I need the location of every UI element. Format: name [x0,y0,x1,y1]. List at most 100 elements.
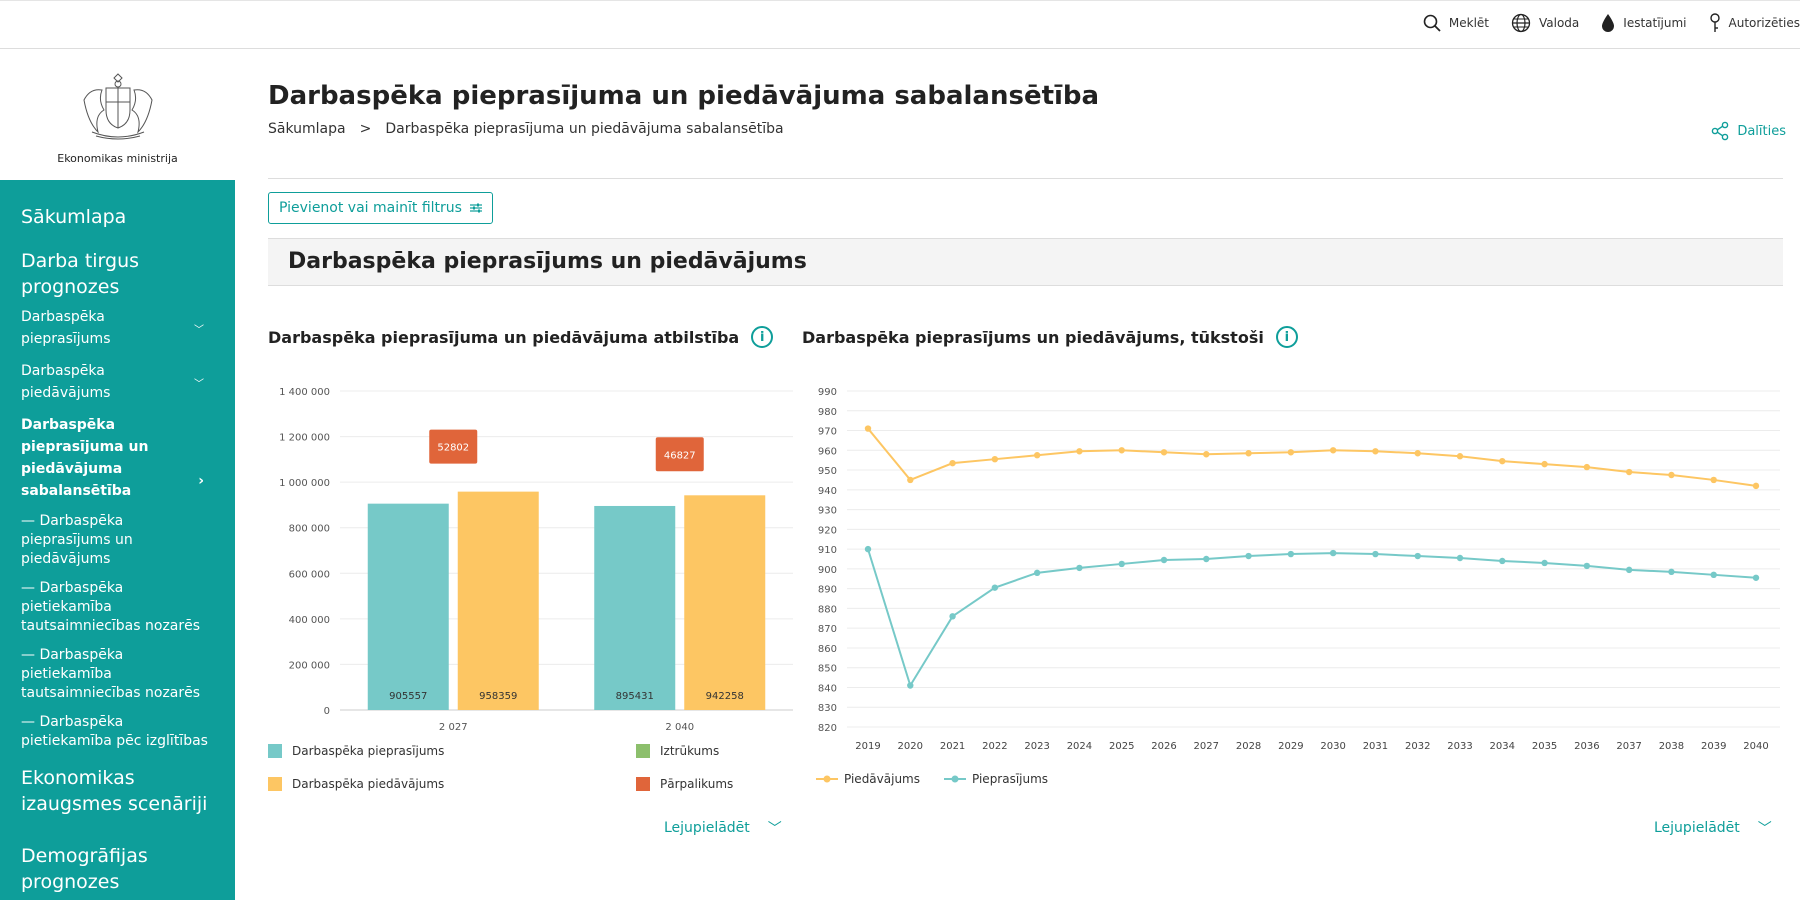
x-tick-label: 2 040 [665,722,694,733]
bar-chart-title: Darbaspēka pieprasījuma un piedāvājuma a… [268,327,740,347]
download-label: Lejupielādēt [664,820,750,836]
chevron-down-icon: ﹀ [194,379,204,390]
y-tick-label: 1 400 000 [279,387,330,398]
legend-item-demand[interactable]: Darbaspēka pieprasījums [268,744,444,758]
top-bar: Meklēt Valoda Iestatījumi Autorizēties [0,0,1800,49]
sidebar-group-labour-forecasts[interactable]: Darba tirgus prognozes [21,250,140,298]
x-tick-label: 2028 [1236,741,1261,752]
data-point [991,584,999,591]
bar-value-label: 942258 [706,691,744,702]
x-tick-label: 2030 [1320,741,1345,752]
y-tick-label: 1 000 000 [279,478,330,489]
bar-value-label: 905557 [389,691,427,702]
legend-item-supply[interactable]: Piedāvājums [816,772,920,786]
data-point [907,476,914,484]
x-tick-label: 2032 [1405,741,1430,752]
series-line [867,548,1757,688]
data-point [1245,450,1252,457]
data-point [1625,566,1633,574]
sidebar-item-home[interactable]: Sākumlapa [21,206,127,228]
sidebar-item-label: Darbaspēka piedāvājums [21,363,111,401]
breadcrumb-separator: > [359,121,372,137]
ministry-logo[interactable]: Ekonomikas ministrija [0,70,235,165]
bar [367,503,449,710]
y-tick-label: 880 [818,604,837,615]
settings-button[interactable]: Iestatījumi [1601,13,1687,33]
share-button[interactable]: Dalīties [1711,121,1786,141]
sidebar-subitem-demand-supply[interactable]: — Darbaspēka pieprasījums un piedāvājums [21,513,133,567]
data-point [1245,552,1252,560]
line-chart-title: Darbaspēka pieprasījums un piedāvājums, … [802,327,1264,347]
y-tick-label: 0 [324,706,330,717]
sidebar-item-demand[interactable]: Darbaspēka pieprasījums ﹀ [21,306,214,350]
y-tick-label: 860 [818,644,837,655]
download-button[interactable]: Lejupielādēt ﹀ [1654,818,1772,838]
y-tick-label: 970 [818,427,837,438]
sidebar-item-supply[interactable]: Darbaspēka piedāvājums ﹀ [21,360,214,404]
data-point [1118,560,1125,568]
x-tick-label: 2031 [1363,741,1388,752]
data-point [1668,568,1675,576]
legend-label: Pārpalikums [660,777,734,791]
chevron-down-icon: ﹀ [194,325,204,336]
legend-item-demand[interactable]: Pieprasījums [944,772,1048,786]
y-tick-label: 600 000 [289,569,330,580]
sidebar-subitem-sector-adequacy-2[interactable]: — Darbaspēka pietiekamība tautsaimniecīb… [21,647,201,701]
sidebar-item-balance[interactable]: Darbaspēka pieprasījuma un piedāvājuma s… [21,414,214,502]
sidebar-group-demographic-forecasts[interactable]: Demogrāfijas prognozes [21,845,148,893]
legend-item-shortage[interactable]: Iztrūkums [636,744,719,758]
globe-icon [1511,13,1531,33]
divider [268,178,1783,179]
data-point [1203,451,1210,458]
sidebar-group-growth-scenarios[interactable]: Ekonomikas izaugsmes scenāriji [21,767,208,815]
x-tick-label: 2024 [1067,741,1092,752]
legend-swatch [636,744,650,758]
surplus-badge [429,429,478,464]
filter-button[interactable]: Pievienot vai mainīt filtrus [268,192,493,224]
data-point [1203,555,1210,563]
x-tick-label: 2039 [1701,741,1726,752]
contrast-drop-icon [1602,14,1615,32]
surplus-label: 46827 [664,450,696,461]
legend-item-supply[interactable]: Darbaspēka piedāvājums [268,777,444,791]
language-button[interactable]: Valoda [1511,13,1579,33]
sidebar-subitem-sector-adequacy-1[interactable]: — Darbaspēka pietiekamība tautsaimniecīb… [21,580,201,634]
search-label: Meklēt [1448,16,1489,30]
data-point [1414,552,1421,560]
data-point [1033,452,1041,459]
y-tick-label: 840 [818,683,837,694]
chevron-down-icon: ﹀ [1757,821,1772,837]
bar-value-label: 895431 [616,691,654,702]
data-point [1160,449,1168,456]
data-point [1076,564,1083,572]
x-tick-label: 2033 [1447,741,1472,752]
legend-label: Iztrūkums [660,744,720,758]
search-button[interactable]: Meklēt [1423,14,1489,32]
sidebar-item-label: Darbaspēka pieprasījums [21,309,111,347]
data-point [1583,562,1591,570]
language-label: Valoda [1539,16,1580,30]
key-icon [1709,13,1720,32]
data-point [991,455,999,463]
sidebar-subitem-education-adequacy[interactable]: — Darbaspēka pietiekamība pēc izglītības [21,714,208,749]
download-button[interactable]: Lejupielādēt ﹀ [664,818,782,838]
breadcrumb-home[interactable]: Sākumlapa [268,121,346,137]
share-icon [1712,121,1729,141]
info-icon[interactable]: i [751,326,774,348]
info-icon[interactable]: i [1275,326,1298,348]
x-tick-label: 2019 [855,741,880,752]
legend-item-surplus[interactable]: Pārpalikums [636,777,733,791]
filter-sliders-icon [469,203,482,213]
data-point [1499,457,1506,465]
surplus-badge [655,437,704,472]
data-point [1541,559,1548,567]
surplus-label: 52802 [437,443,469,454]
login-button[interactable]: Autorizēties [1709,13,1800,33]
x-tick-label: 2020 [898,741,923,752]
bar-value-label: 958359 [479,691,517,702]
x-tick-label: 2029 [1278,741,1303,752]
data-point [1752,482,1760,490]
data-point [1583,463,1591,471]
bar [684,495,766,710]
coat-of-arms-icon [82,73,153,140]
